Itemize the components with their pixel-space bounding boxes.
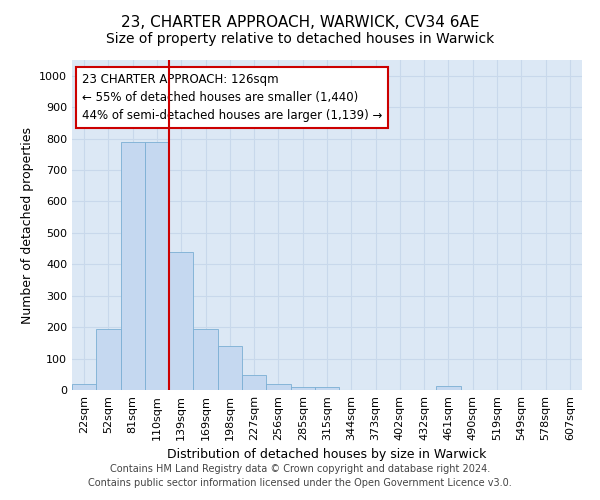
Y-axis label: Number of detached properties: Number of detached properties (20, 126, 34, 324)
X-axis label: Distribution of detached houses by size in Warwick: Distribution of detached houses by size … (167, 448, 487, 462)
Bar (193, 328, 218, 390)
Bar (436, 386, 461, 390)
Bar (96, 328, 121, 390)
Text: 23 CHARTER APPROACH: 126sqm
← 55% of detached houses are smaller (1,440)
44% of : 23 CHARTER APPROACH: 126sqm ← 55% of det… (82, 73, 383, 122)
Bar (121, 142, 145, 390)
Text: Size of property relative to detached houses in Warwick: Size of property relative to detached ho… (106, 32, 494, 46)
Bar (218, 346, 242, 390)
Bar (266, 384, 290, 390)
Bar (169, 252, 193, 390)
Bar (290, 387, 315, 390)
Bar (315, 387, 339, 390)
Bar (242, 375, 266, 390)
Text: Contains HM Land Registry data © Crown copyright and database right 2024.
Contai: Contains HM Land Registry data © Crown c… (88, 464, 512, 487)
Bar (72, 384, 96, 390)
Bar (145, 142, 169, 390)
Text: 23, CHARTER APPROACH, WARWICK, CV34 6AE: 23, CHARTER APPROACH, WARWICK, CV34 6AE (121, 15, 479, 30)
